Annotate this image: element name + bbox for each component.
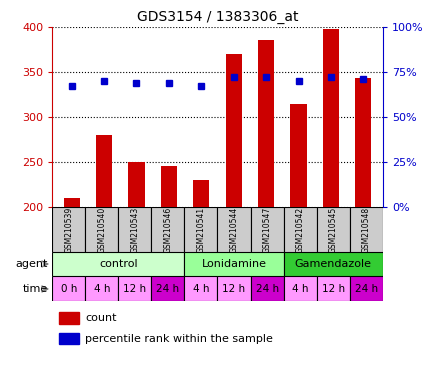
Text: GSM210546: GSM210546 bbox=[163, 206, 172, 253]
Bar bbox=[85, 276, 118, 301]
Bar bbox=[96, 135, 112, 207]
Text: percentile rank within the sample: percentile rank within the sample bbox=[85, 334, 273, 344]
Text: 12 h: 12 h bbox=[222, 284, 245, 294]
Bar bbox=[151, 276, 184, 301]
Text: 4 h: 4 h bbox=[291, 284, 308, 294]
Text: 12 h: 12 h bbox=[321, 284, 344, 294]
Text: control: control bbox=[99, 259, 137, 269]
Text: 24 h: 24 h bbox=[255, 284, 278, 294]
Bar bbox=[349, 207, 382, 252]
Text: GSM210540: GSM210540 bbox=[97, 206, 106, 253]
Text: GSM210539: GSM210539 bbox=[64, 206, 73, 253]
Bar bbox=[257, 40, 273, 207]
Text: time: time bbox=[23, 284, 48, 294]
Text: GSM210545: GSM210545 bbox=[328, 206, 337, 253]
Text: GSM210542: GSM210542 bbox=[295, 206, 304, 253]
Bar bbox=[118, 207, 151, 252]
Bar bbox=[151, 207, 184, 252]
Text: Lonidamine: Lonidamine bbox=[201, 259, 266, 269]
Bar bbox=[52, 207, 85, 252]
Bar bbox=[283, 207, 316, 252]
Bar bbox=[250, 207, 283, 252]
Bar bbox=[59, 333, 79, 344]
Bar bbox=[52, 276, 85, 301]
Bar bbox=[225, 54, 241, 207]
Text: 4 h: 4 h bbox=[93, 284, 110, 294]
Bar bbox=[283, 252, 382, 276]
Bar bbox=[283, 276, 316, 301]
Text: 12 h: 12 h bbox=[123, 284, 146, 294]
Text: count: count bbox=[85, 313, 116, 323]
Bar bbox=[59, 312, 79, 324]
Bar bbox=[118, 276, 151, 301]
Bar bbox=[290, 104, 306, 207]
Bar bbox=[128, 162, 144, 207]
Bar bbox=[85, 207, 118, 252]
Bar bbox=[322, 29, 338, 207]
Bar bbox=[217, 207, 250, 252]
Bar bbox=[184, 207, 217, 252]
Bar bbox=[193, 180, 209, 207]
Text: 4 h: 4 h bbox=[192, 284, 209, 294]
Text: 24 h: 24 h bbox=[354, 284, 377, 294]
Text: GSM210543: GSM210543 bbox=[130, 206, 139, 253]
Bar bbox=[52, 252, 184, 276]
Text: GSM210541: GSM210541 bbox=[196, 206, 205, 253]
Text: GSM210547: GSM210547 bbox=[262, 206, 271, 253]
Bar bbox=[217, 276, 250, 301]
Text: GSM210544: GSM210544 bbox=[229, 206, 238, 253]
Bar bbox=[349, 276, 382, 301]
Bar bbox=[355, 78, 371, 207]
Bar bbox=[184, 276, 217, 301]
Title: GDS3154 / 1383306_at: GDS3154 / 1383306_at bbox=[136, 10, 298, 25]
Bar bbox=[63, 198, 79, 207]
Text: agent: agent bbox=[16, 259, 48, 269]
Bar bbox=[250, 276, 283, 301]
Bar bbox=[161, 166, 177, 207]
Bar bbox=[316, 276, 349, 301]
Text: Gamendazole: Gamendazole bbox=[294, 259, 371, 269]
Bar bbox=[184, 252, 283, 276]
Text: GSM210548: GSM210548 bbox=[361, 206, 370, 253]
Text: 0 h: 0 h bbox=[60, 284, 77, 294]
Text: 24 h: 24 h bbox=[156, 284, 179, 294]
Bar bbox=[316, 207, 349, 252]
